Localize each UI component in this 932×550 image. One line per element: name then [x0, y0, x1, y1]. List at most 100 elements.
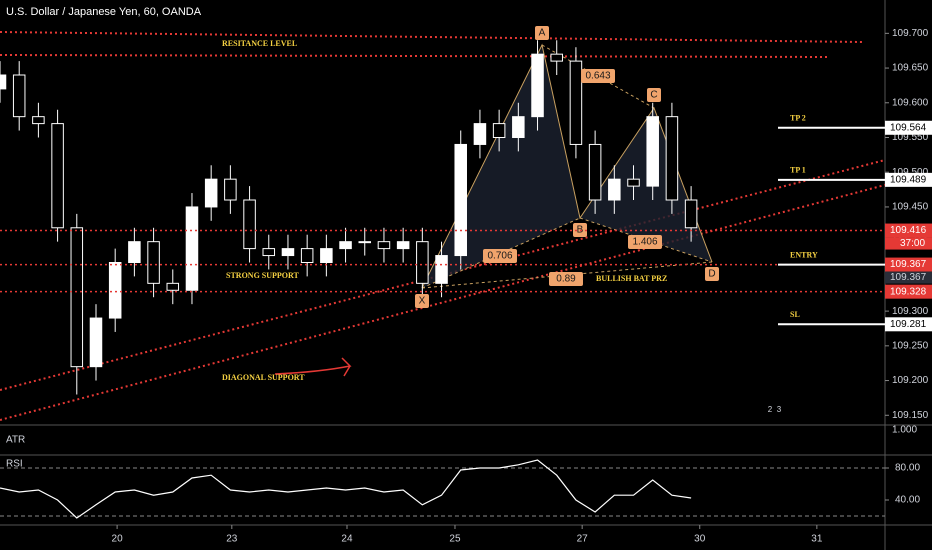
prev-close: 109.367 — [890, 272, 927, 283]
candle-body — [665, 116, 679, 201]
countdown: 37:00 — [900, 238, 925, 249]
level-label: 109.328 — [890, 286, 927, 297]
panel-label: RSI — [6, 459, 23, 470]
candle-body — [684, 199, 698, 229]
chart-title: U.S. Dollar / Japanese Yen, 60, OANDA — [6, 6, 202, 18]
candle-body — [550, 53, 563, 62]
candle-body — [128, 241, 141, 264]
y-tick-label: 109.300 — [892, 306, 929, 317]
ratio-box — [483, 249, 517, 263]
candle-body — [512, 116, 525, 138]
candle-body — [435, 255, 448, 284]
resistance-line — [0, 31, 863, 43]
candle-body — [300, 248, 314, 264]
y-tick-label: 109.150 — [892, 410, 929, 421]
pattern-point-box — [415, 294, 429, 308]
x-tick-label: 27 — [577, 534, 589, 545]
candle-body — [0, 74, 7, 90]
candle-body — [70, 227, 84, 368]
level-label-box — [885, 284, 932, 299]
y-tick-label: 109.650 — [892, 63, 929, 74]
event-badge: 3 — [777, 405, 782, 414]
candle-body — [243, 199, 256, 250]
candle-body — [358, 241, 372, 244]
level-label: 109.564 — [890, 122, 927, 133]
candle-body — [492, 123, 506, 139]
candle-body — [166, 282, 180, 291]
candle-body — [185, 206, 199, 291]
ratio-label: 0.643 — [585, 71, 610, 82]
y-tick-label: 109.250 — [892, 340, 929, 351]
candle-body — [51, 123, 64, 229]
annotation: RESITANCE LEVEL — [222, 39, 297, 48]
level-label-box — [885, 172, 932, 187]
ratio-label: 0.89 — [556, 274, 576, 285]
y-tick-label: 80.00 — [895, 463, 920, 474]
level-label-box — [885, 120, 932, 135]
level-label-box — [885, 317, 932, 332]
pattern-point: A — [539, 28, 546, 39]
x-tick-label: 20 — [112, 534, 124, 545]
candle-body — [608, 178, 621, 201]
ratio-label: 0.706 — [487, 251, 512, 262]
panel-label: ATR — [6, 435, 25, 446]
candle-body — [32, 116, 45, 125]
level-name: TP 1 — [790, 166, 806, 175]
pattern-point-box — [535, 26, 549, 40]
pattern-point-box — [705, 267, 719, 281]
y-tick-label: 1.000 — [892, 425, 917, 436]
candle-body — [588, 143, 602, 201]
annotation: BULLISH BAT PRZ — [596, 274, 667, 283]
candle-body — [627, 178, 640, 187]
pattern-fill — [580, 108, 712, 262]
level-label: 109.281 — [890, 319, 927, 330]
pattern-line — [579, 217, 713, 263]
candle-body — [531, 53, 544, 118]
annotation: DIAGONAL SUPPORT — [222, 373, 305, 382]
pattern-point: C — [650, 90, 657, 101]
rsi-line — [0, 459, 692, 519]
level-label: 109.489 — [890, 175, 927, 186]
ratio-label: 1.406 — [632, 237, 657, 248]
x-tick-label: 24 — [341, 534, 353, 545]
candle-body — [204, 178, 218, 208]
candle-body — [320, 248, 333, 264]
candle-body — [569, 60, 583, 145]
countdown-box — [885, 237, 932, 250]
candle-body — [416, 241, 429, 284]
candle-body — [108, 262, 122, 319]
pattern-point: D — [708, 269, 715, 280]
ratio-box — [549, 272, 583, 286]
pattern-point-box — [647, 88, 661, 102]
x-tick-label: 23 — [226, 534, 238, 545]
candle-body — [89, 317, 103, 368]
candle-body — [339, 241, 352, 250]
candle-body — [281, 248, 295, 257]
x-tick-label: 25 — [449, 534, 461, 545]
resistance-line — [0, 54, 831, 58]
y-tick-label: 109.550 — [892, 132, 929, 143]
level-name: ENTRY — [790, 250, 818, 259]
level-label-box — [885, 223, 932, 238]
level-name: TP 2 — [790, 114, 806, 123]
ratio-box — [628, 235, 662, 249]
x-tick-label: 30 — [694, 534, 706, 545]
arrow — [274, 357, 352, 377]
event-badge: 2 — [768, 405, 773, 414]
candle-body — [646, 116, 659, 187]
candle-body — [147, 241, 160, 284]
y-tick-label: 109.450 — [892, 202, 929, 213]
x-tick-label: 31 — [811, 534, 823, 545]
level-name: SL — [790, 310, 800, 319]
prev-close-box — [885, 271, 932, 284]
y-tick-label: 109.600 — [892, 97, 929, 108]
annotation: STRONG SUPPORT — [226, 271, 300, 280]
y-tick-label: 40.00 — [895, 495, 920, 506]
ratio-box — [581, 69, 615, 83]
y-tick-label: 109.200 — [892, 375, 929, 386]
y-tick-label: 109.500 — [892, 167, 929, 178]
level-label: 109.416 — [890, 225, 927, 236]
pattern-point: X — [419, 296, 426, 307]
level-label-box — [885, 257, 932, 272]
